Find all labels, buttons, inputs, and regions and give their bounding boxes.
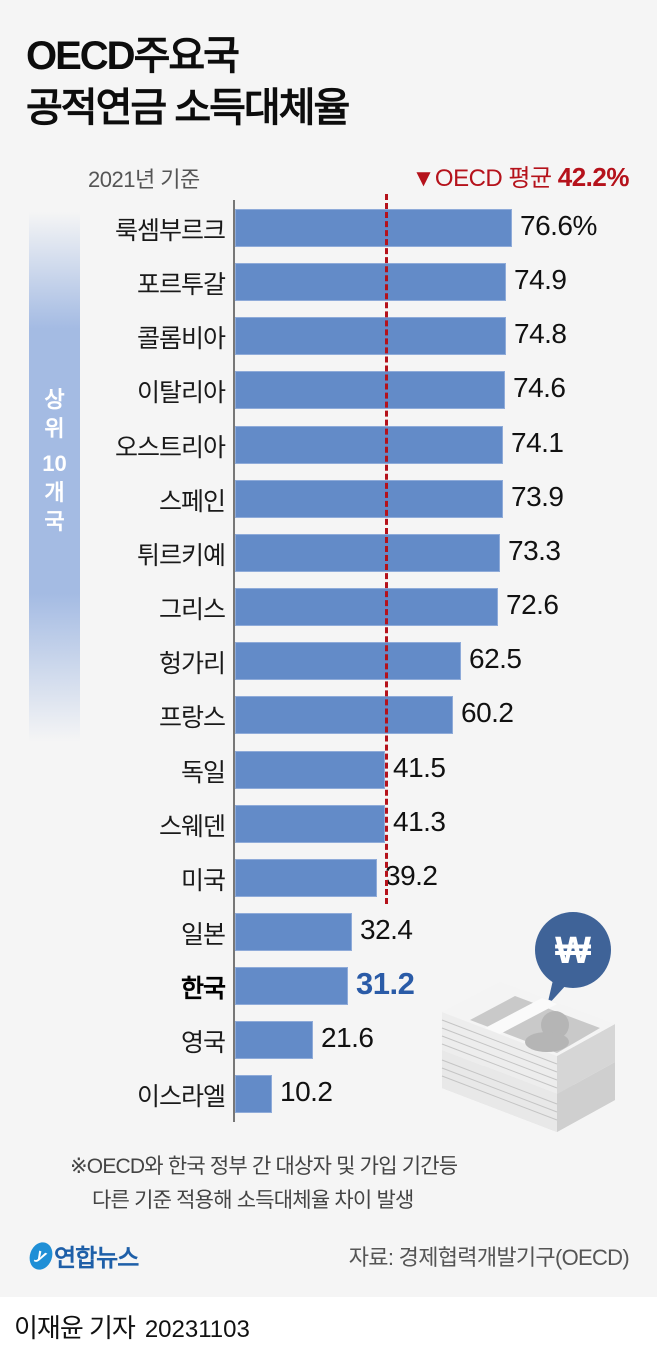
country-label: 일본 — [180, 920, 226, 949]
top10-char: 위 — [44, 416, 65, 441]
value-label: 76.6% — [520, 210, 597, 241]
bar — [235, 696, 453, 735]
country-label: 포르투갈 — [136, 271, 226, 300]
country-label: 스페인 — [158, 487, 226, 516]
top10-band — [29, 212, 80, 742]
bar — [235, 642, 461, 681]
bar — [235, 588, 498, 627]
average-value: 42.2% — [557, 162, 630, 192]
byline: 이재윤 기자 20231103 — [14, 1308, 250, 1345]
value-label: 60.2 — [461, 697, 514, 729]
bar — [235, 912, 352, 951]
country-label: 오스트리아 — [114, 433, 226, 462]
bar — [235, 371, 505, 410]
bar-row: 일본 32.4 — [0, 912, 657, 953]
value-label: 41.3 — [393, 805, 446, 837]
svg-text:₩: ₩ — [555, 930, 591, 972]
yonhap-logo: y 연합뉴스 — [25, 1238, 139, 1273]
country-label: 한국 — [180, 975, 226, 1004]
country-label: 룩셈부르크 — [114, 217, 226, 245]
country-label: 독일 — [180, 758, 226, 787]
value-label: 72.6 — [506, 589, 559, 621]
value-label: 74.9 — [514, 264, 567, 296]
money-stack-icon: ₩ — [441, 912, 615, 1132]
oecd-average-legend: ▼OECD 평균 42.2% — [411, 158, 630, 193]
country-label: 이스라엘 — [136, 1083, 226, 1112]
y-axis-line — [233, 200, 235, 1122]
country-label: 영국 — [180, 1029, 226, 1058]
top10-char: 10 — [42, 451, 67, 476]
value-label: 73.9 — [511, 480, 564, 512]
oecd-average-line — [385, 194, 388, 904]
bar — [235, 1021, 313, 1060]
source-credit: 자료: 경제협력개발기구(OECD) — [348, 1245, 630, 1270]
value-label: 73.3 — [508, 534, 561, 566]
bar — [235, 263, 506, 302]
country-label: 이탈리아 — [136, 379, 226, 408]
bar — [235, 804, 385, 843]
bar — [235, 425, 503, 464]
value-label: 32.4 — [360, 913, 413, 945]
bar-row: 이스라엘 10.2 — [0, 1075, 657, 1115]
value-label: 74.1 — [511, 426, 564, 458]
top10-char: 국 — [44, 509, 65, 534]
value-label: 74.6 — [513, 372, 566, 404]
bar-row: 튀르키예 73.3 — [0, 533, 657, 574]
footnote-line-1: ※OECD와 한국 정부 간 대상자 및 가입 기간등 — [70, 1155, 458, 1178]
bar — [235, 1075, 272, 1114]
publish-date: 20231103 — [144, 1316, 250, 1343]
country-label: 튀르키예 — [136, 541, 226, 570]
bar-row: 콜롬비아 74.8 — [0, 317, 657, 357]
value-label: 21.6 — [321, 1022, 374, 1054]
bar-row: 스페인 73.9 — [0, 479, 657, 520]
bar-row: 그리스 72.6 — [0, 588, 657, 628]
bar — [235, 317, 506, 356]
bar-row: 오스트리아 74.1 — [0, 425, 657, 466]
top10-char: 상 — [44, 387, 65, 412]
bar — [235, 750, 385, 789]
bar — [235, 209, 512, 247]
reporter-name: 이재윤 기자 — [14, 1313, 136, 1343]
value-label: 31.2 — [356, 966, 415, 1002]
title-line-1: OECD주요국 — [26, 34, 240, 78]
yonhap-logo-text: 연합뉴스 — [54, 1245, 139, 1272]
bar-row: 이탈리아 74.6 — [0, 371, 657, 411]
base-year-label: 2021년 기준 — [88, 167, 200, 192]
bar-row: 룩셈부르크 76.6% — [0, 209, 657, 249]
bar-row: 독일 41.5 — [0, 750, 657, 791]
country-label: 미국 — [180, 866, 226, 895]
bar-row: 스웨덴 41.3 — [0, 804, 657, 845]
value-label: 10.2 — [280, 1076, 333, 1108]
chart-title: OECD주요국 공적연금 소득대체율 — [26, 30, 350, 134]
top10-label: 상 위 10 개 국 — [29, 385, 80, 536]
bar-row: 헝가리 62.5 — [0, 642, 657, 682]
country-label: 헝가리 — [158, 650, 226, 679]
footnote: ※OECD와 한국 정부 간 대상자 및 가입 기간등 다른 기준 적용해 소득… — [70, 1150, 458, 1218]
country-label: 스웨덴 — [158, 812, 226, 841]
value-label: 39.2 — [385, 859, 438, 891]
bar — [235, 533, 500, 572]
bar — [235, 967, 348, 1006]
bar-row: 미국 39.2 — [0, 858, 657, 899]
yonhap-logo-icon: y — [25, 1238, 57, 1273]
bar-row: 한국 31.2 — [0, 966, 657, 1007]
country-label: 그리스 — [158, 596, 226, 625]
average-marker-label: ▼OECD 평균 — [411, 165, 552, 192]
bar — [235, 479, 503, 518]
footnote-line-2: 다른 기준 적용해 소득대체율 차이 발생 — [92, 1189, 414, 1212]
value-label: 74.8 — [514, 318, 567, 350]
bar-row: 포르투갈 74.9 — [0, 263, 657, 303]
country-label: 프랑스 — [158, 704, 226, 733]
bar — [235, 858, 377, 897]
value-label: 41.5 — [393, 751, 446, 783]
top10-char: 개 — [44, 480, 65, 505]
bar-row: 영국 21.6 — [0, 1021, 657, 1061]
title-line-2: 공적연금 소득대체율 — [26, 86, 350, 130]
country-label: 콜롬비아 — [136, 325, 226, 354]
value-label: 62.5 — [469, 643, 522, 675]
bar-row: 프랑스 60.2 — [0, 696, 657, 736]
